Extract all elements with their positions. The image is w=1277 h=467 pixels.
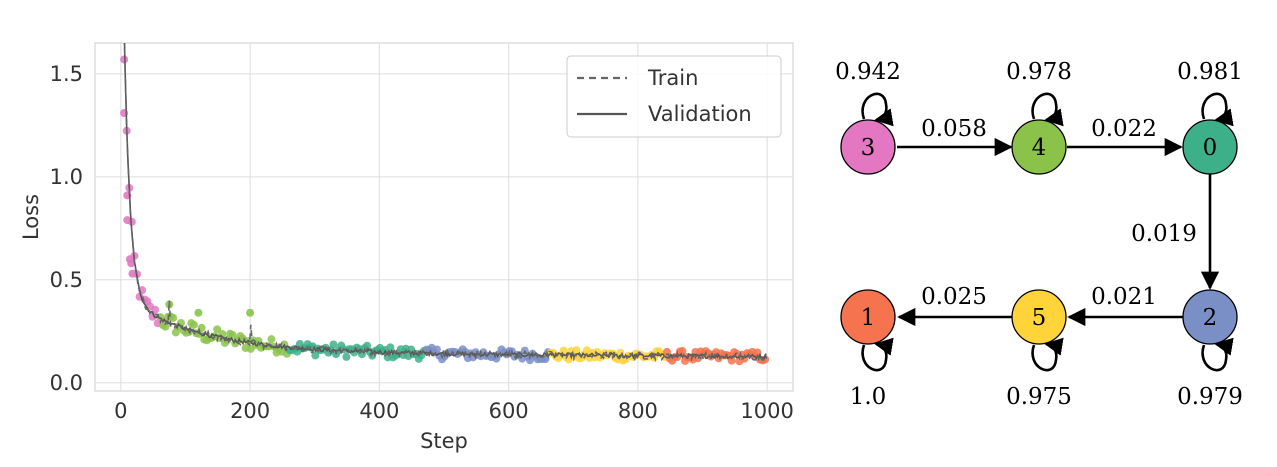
self-loop-2 bbox=[1201, 337, 1234, 372]
loss-chart: 0 200 400 600 800 1000 0.0 0.5 1.0 1.5 Step Loss… bbox=[19, 20, 794, 453]
data-point bbox=[342, 352, 351, 361]
y-tick-label: 1.0 bbox=[50, 165, 83, 189]
node-4-label: 4 bbox=[1032, 135, 1047, 161]
data-point bbox=[267, 335, 276, 344]
data-point bbox=[329, 340, 338, 349]
data-point bbox=[194, 308, 203, 317]
self-prob-3: 0.942 bbox=[835, 59, 901, 85]
data-point bbox=[386, 343, 395, 352]
self-prob-1: 1.0 bbox=[850, 384, 887, 410]
data-point bbox=[678, 347, 687, 356]
x-tick-label: 1000 bbox=[740, 399, 793, 423]
edge-3-4-prob: 0.058 bbox=[921, 116, 987, 142]
node-4-circle bbox=[1011, 119, 1067, 175]
self-prob-2: 0.979 bbox=[1177, 384, 1243, 410]
self-loop-5 bbox=[1031, 337, 1064, 372]
data-point bbox=[128, 269, 137, 278]
node-1-label: 1 bbox=[861, 305, 876, 331]
node-3-circle bbox=[840, 119, 896, 175]
data-point bbox=[311, 351, 320, 360]
x-tick-label: 600 bbox=[489, 399, 529, 423]
x-axis-label: Step bbox=[420, 429, 468, 453]
self-loop-4 bbox=[1031, 92, 1064, 127]
series-lines bbox=[123, 43, 768, 363]
self-prob-0: 0.981 bbox=[1177, 59, 1243, 85]
node-5-label: 5 bbox=[1032, 305, 1047, 331]
data-point bbox=[213, 325, 222, 334]
edge-2-5-prob: 0.021 bbox=[1091, 284, 1157, 310]
x-tick-label: 0 bbox=[114, 399, 127, 423]
node-1-circle bbox=[840, 289, 896, 345]
data-point bbox=[432, 345, 441, 354]
y-tick-labels: 0.0 0.5 1.0 1.5 bbox=[50, 62, 83, 395]
data-point bbox=[189, 320, 198, 329]
node-0: 0 bbox=[1182, 119, 1238, 175]
data-point bbox=[727, 356, 736, 365]
data-point bbox=[228, 331, 237, 340]
data-point bbox=[169, 313, 178, 322]
node-4: 4 bbox=[1011, 119, 1067, 175]
edge-0-2-prob: 0.019 bbox=[1131, 221, 1197, 247]
self-loop-3 bbox=[861, 92, 894, 127]
node-1: 1 bbox=[840, 289, 896, 345]
legend-validation-label: Validation bbox=[648, 102, 752, 126]
x-tick-label: 200 bbox=[230, 399, 270, 423]
data-point bbox=[572, 346, 581, 355]
data-point bbox=[120, 20, 128, 28]
data-point bbox=[363, 341, 372, 350]
y-tick-label: 0.0 bbox=[50, 371, 83, 395]
x-tick-label: 400 bbox=[359, 399, 399, 423]
train-line bbox=[123, 43, 767, 363]
legend-train-label: Train bbox=[647, 66, 698, 90]
transition-graph: 0.058 0.022 0.019 0.021 0.025 0.942 0.97… bbox=[835, 59, 1243, 410]
node-2-label: 2 bbox=[1203, 305, 1218, 331]
self-loop-1 bbox=[861, 337, 894, 372]
node-0-circle bbox=[1182, 119, 1238, 175]
data-point bbox=[148, 312, 157, 321]
data-point bbox=[127, 259, 136, 268]
x-tick-label: 800 bbox=[618, 399, 658, 423]
data-point bbox=[123, 216, 132, 225]
node-0-label: 0 bbox=[1203, 135, 1218, 161]
node-5: 5 bbox=[1011, 289, 1067, 345]
node-5-circle bbox=[1011, 289, 1067, 345]
self-prob-4: 0.978 bbox=[1006, 59, 1072, 85]
x-tick-labels: 0 200 400 600 800 1000 bbox=[114, 399, 794, 423]
legend: Train Validation bbox=[566, 55, 782, 138]
self-prob-5: 0.975 bbox=[1006, 384, 1072, 410]
y-axis-label: Loss bbox=[19, 194, 43, 240]
node-2-circle bbox=[1182, 289, 1238, 345]
y-tick-label: 0.5 bbox=[50, 268, 83, 292]
node-2: 2 bbox=[1182, 289, 1238, 345]
data-point bbox=[161, 322, 170, 331]
y-tick-label: 1.5 bbox=[50, 62, 83, 86]
edge-4-0-prob: 0.022 bbox=[1091, 116, 1157, 142]
self-loop-0 bbox=[1201, 92, 1234, 127]
legend-box bbox=[566, 55, 782, 138]
grid-lines bbox=[95, 43, 793, 391]
data-point bbox=[559, 346, 568, 355]
edge-5-1-prob: 0.025 bbox=[921, 284, 987, 310]
node-3-label: 3 bbox=[861, 135, 876, 161]
data-point bbox=[246, 308, 255, 317]
node-3: 3 bbox=[840, 119, 896, 175]
